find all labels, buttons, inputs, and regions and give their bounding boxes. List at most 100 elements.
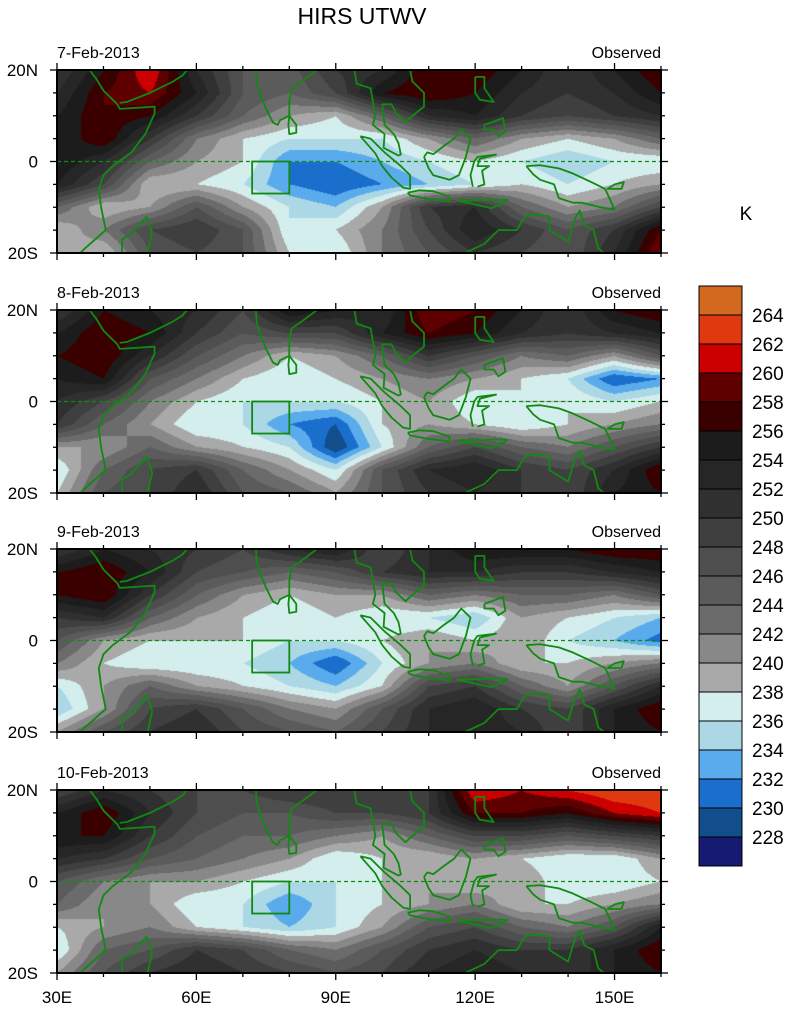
y-tick-label: 20N — [7, 61, 38, 80]
coastline — [287, 115, 298, 136]
coastline — [287, 835, 298, 855]
map-panel-3: 9-Feb-2013 Observed 20N 0 20S — [7, 524, 668, 742]
coastlines — [79, 70, 625, 253]
x-tick-label: 60E — [181, 988, 211, 1007]
colorbar-bin — [698, 285, 743, 316]
coastline — [119, 70, 188, 104]
colorbar-bin — [698, 517, 743, 548]
coastline — [469, 393, 498, 428]
coastline — [469, 873, 498, 908]
colorbar-level-label: 240 — [752, 654, 784, 675]
coastline — [407, 189, 451, 203]
coastline — [525, 164, 616, 211]
panel-date-label: 8-Feb-2013 — [57, 285, 140, 302]
colorbar-level-label: 228 — [752, 828, 784, 849]
map-panel-2: 8-Feb-2013 Observed 20N 0 20S — [7, 285, 668, 503]
colorbar-level-label: 238 — [752, 683, 784, 704]
coastline — [359, 375, 412, 430]
panel-type-label: Observed — [592, 45, 661, 62]
coastline — [456, 677, 509, 689]
coastline — [606, 421, 625, 430]
coastline — [483, 357, 507, 378]
coastline — [353, 549, 425, 636]
y-tick-label: 0 — [29, 393, 38, 412]
coastline — [407, 429, 451, 443]
coastline — [359, 614, 412, 669]
colorbar-bin — [698, 401, 743, 432]
y-tick-label: 20N — [7, 781, 38, 800]
coastline — [353, 790, 425, 877]
coastline — [255, 790, 318, 846]
coastline — [525, 884, 616, 931]
panel-date-label: 7-Feb-2013 — [57, 45, 140, 62]
coastline — [119, 310, 188, 344]
panel-date-label: 10-Feb-2013 — [57, 765, 149, 782]
coastline — [474, 76, 495, 103]
coastline — [474, 796, 495, 823]
coastline — [456, 198, 509, 210]
colorbar-bin — [698, 546, 743, 577]
coastline — [483, 117, 507, 138]
y-tick-label: 20S — [8, 723, 38, 742]
coastline — [121, 694, 154, 732]
coastline — [119, 790, 188, 824]
colorbar-level-label: 236 — [752, 712, 784, 733]
x-tick-label: 120E — [455, 988, 495, 1007]
coastline — [462, 449, 606, 493]
coastline — [79, 310, 156, 493]
y-tick-label: 0 — [29, 632, 38, 651]
y-tick-label: 20N — [7, 301, 38, 320]
coastline — [462, 929, 606, 973]
coastline — [407, 909, 451, 923]
panel-type-label: Observed — [592, 765, 661, 782]
figure-title: HIRS UTWV — [297, 3, 427, 29]
colorbar-level-label: 234 — [752, 741, 784, 762]
coastline — [483, 837, 507, 858]
coastline — [121, 215, 154, 253]
region-box — [251, 160, 291, 195]
coastlines — [79, 310, 625, 493]
y-tick-label: 0 — [29, 873, 38, 892]
colorbar-bin — [698, 749, 743, 780]
x-tick-label: 150E — [595, 988, 635, 1007]
colorbar-bin — [698, 807, 743, 838]
coastline — [462, 688, 606, 732]
coastline — [359, 135, 412, 190]
coastlines — [79, 790, 625, 973]
coastline — [469, 632, 498, 667]
colorbar-bin — [698, 343, 743, 374]
colorbar-level-label: 244 — [752, 596, 784, 617]
coastline — [525, 404, 616, 451]
colorbar-level-label: 258 — [752, 393, 784, 414]
coastline — [423, 848, 472, 901]
colorbar-level-label: 260 — [752, 364, 784, 385]
y-tick-label: 20S — [8, 244, 38, 263]
colorbar-level-label: 254 — [752, 451, 784, 472]
region-box — [251, 880, 291, 915]
colorbar-level-label: 252 — [752, 480, 784, 501]
colorbar-level-label: 264 — [752, 306, 784, 327]
coastline — [79, 549, 156, 732]
coastline — [606, 660, 625, 669]
coastline — [287, 594, 298, 614]
region-box — [251, 400, 291, 435]
x-tick-label: 30E — [42, 988, 72, 1007]
coastline — [469, 153, 498, 188]
y-tick-label: 20S — [8, 484, 38, 503]
coastline — [456, 438, 509, 450]
coastline — [255, 70, 318, 126]
coastline — [423, 607, 472, 660]
y-tick-label: 20S — [8, 964, 38, 983]
coastline — [255, 310, 318, 366]
panel-type-label: Observed — [592, 285, 661, 302]
coastline — [474, 315, 495, 343]
colorbar-bin — [698, 604, 743, 635]
map-panel-1: 7-Feb-2013 Observed 20N 0 20S — [7, 45, 668, 263]
colorbar-level-label: 230 — [752, 799, 784, 820]
y-tick-label: 20N — [7, 540, 38, 559]
colorbar-bin — [698, 314, 743, 345]
coastline — [606, 901, 625, 910]
